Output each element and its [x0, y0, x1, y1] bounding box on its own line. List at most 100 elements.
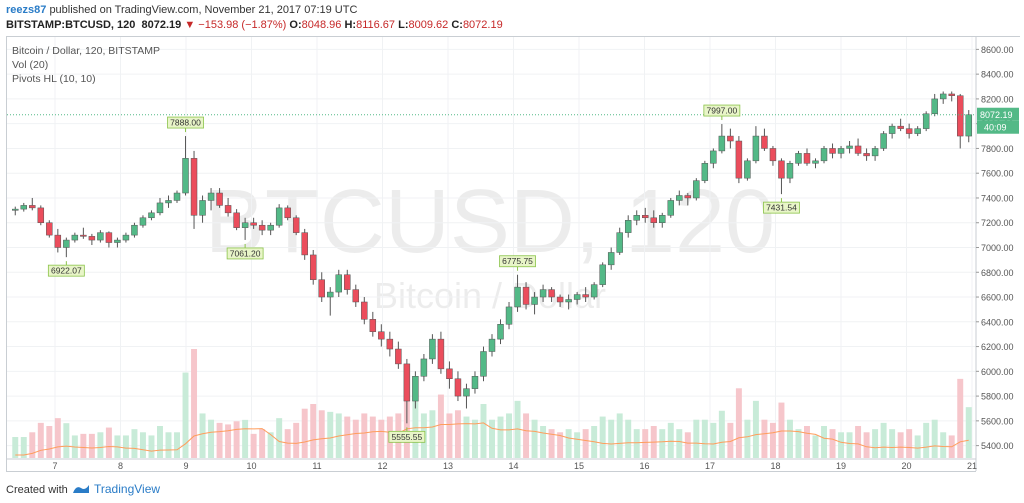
price-axis[interactable]: 8600.008400.008200.008000.007800.007600.… — [975, 36, 1020, 472]
high-value: 8116.67 — [356, 19, 396, 31]
volume-bar — [710, 422, 717, 458]
candle-body — [454, 378, 462, 397]
volume-bar — [378, 419, 385, 458]
volume-bar — [752, 400, 759, 458]
candlesticks — [12, 91, 972, 424]
candle-body — [12, 208, 19, 211]
volume-bar — [276, 418, 283, 458]
legend-volume[interactable]: Vol (20) — [12, 59, 49, 71]
symbol-info: BITSTAMP:BTCUSD, 120 8072.19 ▼ −153.98 (… — [6, 19, 503, 31]
volume-bar — [318, 410, 325, 458]
low-label: L: — [398, 19, 409, 31]
volume-bar — [778, 402, 785, 458]
volume-bar — [489, 419, 495, 458]
volume-bar — [310, 404, 317, 458]
pivot-box — [763, 201, 800, 214]
volume-bar — [344, 416, 351, 458]
volume-bar — [684, 432, 691, 458]
candle-body — [335, 274, 342, 293]
candle-body — [250, 222, 257, 226]
volume-bar — [506, 413, 513, 458]
publisher-name[interactable]: reezs87 — [6, 4, 47, 16]
candle-body — [727, 135, 734, 142]
candle-body — [701, 163, 709, 181]
volume-bar — [54, 418, 61, 458]
volume-bar — [429, 410, 436, 458]
pivot-label: 7431.54 — [766, 203, 797, 213]
volume-bar — [846, 432, 853, 458]
candle-body — [871, 148, 879, 157]
time-tick-label: 13 — [443, 461, 453, 471]
volume-bar — [301, 408, 308, 458]
pivot-box — [47, 264, 85, 277]
candle-body — [139, 217, 147, 226]
candle-body — [556, 296, 564, 303]
candle-body — [471, 376, 479, 389]
time-axis[interactable]: 7 8 9 10 11 12 13 14 15 16 17 18 19 20 21 — [7, 458, 977, 471]
price-tick-label: 7000.00 — [981, 243, 1014, 253]
watermark-symbol: BTCUSD, 120 — [205, 172, 775, 272]
grid-lines — [7, 37, 976, 458]
chart-legend: Bitcoin / Dollar, 120, BITSTAMP Vol (20)… — [12, 44, 160, 86]
volume-bar — [616, 413, 623, 458]
volume-bar — [608, 419, 615, 458]
candle-body — [786, 163, 794, 179]
volume-bar — [940, 432, 947, 458]
volume-bar — [480, 404, 487, 458]
candle-body — [446, 368, 453, 380]
candle-body — [548, 289, 555, 298]
pivot-box — [167, 116, 204, 129]
price-change: −153.98 (−1.87%) — [198, 19, 287, 31]
candle-body — [642, 215, 649, 219]
volume-bar — [191, 349, 198, 458]
volume-bar — [812, 435, 819, 458]
volume-bar — [327, 411, 334, 458]
price-tick-label: 6800.00 — [981, 268, 1014, 278]
price-tick-label: 6600.00 — [981, 293, 1014, 303]
volume-bar — [633, 429, 640, 458]
volume-bar — [965, 407, 972, 458]
time-tick-label: 16 — [639, 461, 649, 471]
candle-body — [216, 192, 223, 206]
volume-bar — [769, 422, 776, 458]
volume-bar — [735, 388, 742, 458]
volume-bar — [914, 435, 921, 458]
open-label: O: — [289, 19, 302, 31]
candle-body — [505, 306, 513, 325]
candle-body — [105, 232, 113, 243]
candle-body — [803, 153, 811, 164]
volume-ma-path — [15, 422, 969, 456]
legend-symbol[interactable]: Bitcoin / Dollar, 120, BITSTAMP — [12, 45, 161, 57]
candle-body — [607, 252, 615, 266]
candle-body — [633, 215, 640, 221]
volume-bar — [574, 432, 581, 458]
volume-bar — [642, 429, 649, 458]
volume-bar — [37, 422, 44, 458]
time-tick-label: 15 — [574, 461, 584, 471]
candle-body — [378, 331, 385, 340]
candle-body — [114, 239, 121, 243]
volume-bar — [233, 421, 240, 458]
last-price-tag — [977, 107, 1019, 121]
candle-body — [63, 239, 70, 248]
volume-bar — [693, 419, 700, 458]
candle-body — [148, 212, 155, 219]
volume-bar — [744, 419, 751, 458]
volume-bar — [463, 416, 470, 458]
pivot-label: 5555.55 — [392, 432, 423, 442]
volume-bar — [199, 413, 206, 458]
candle-body — [267, 224, 274, 231]
volume-bar — [208, 419, 215, 458]
tradingview-brand[interactable]: TradingView — [72, 482, 160, 496]
volume-bar — [80, 433, 87, 458]
candle-body — [752, 135, 760, 162]
candle-body — [327, 291, 334, 298]
volume-bar — [242, 419, 249, 458]
candle-body — [386, 338, 394, 350]
volume-bar — [97, 432, 104, 458]
symbol-label: BITSTAMP:BTCUSD, 120 — [6, 19, 136, 31]
price-tick-label: 5800.00 — [981, 392, 1014, 402]
legend-pivots[interactable]: Pivots HL (10, 10) — [12, 73, 96, 85]
volume-bar — [88, 433, 95, 458]
